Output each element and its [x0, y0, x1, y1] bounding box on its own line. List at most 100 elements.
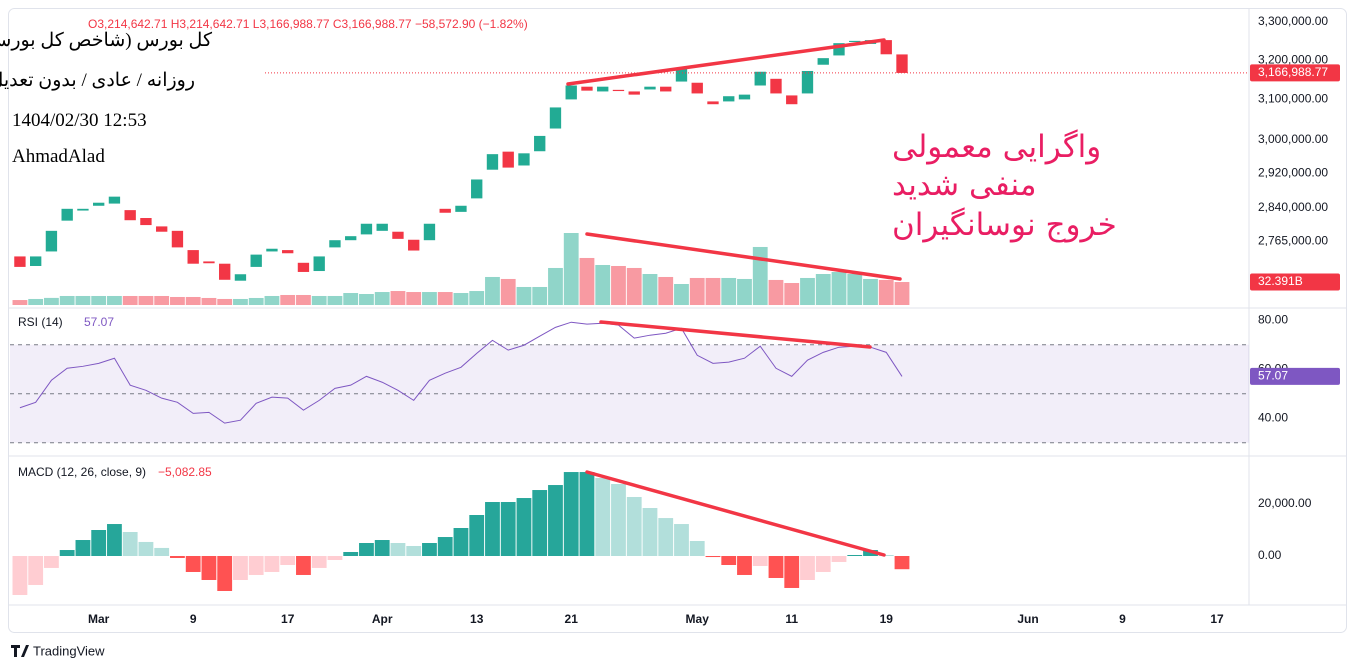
macd-bar: [217, 556, 233, 591]
y-tick-label: 2,765,000.00: [1258, 233, 1328, 247]
candle-body: [880, 40, 892, 55]
volume-bar: [737, 278, 752, 305]
x-tick-label: 11: [785, 612, 798, 626]
author: AhmadAlad: [12, 146, 105, 167]
volume-bar: [91, 295, 107, 305]
price-tag-label: 32.391B: [1258, 274, 1303, 288]
volume-bar: [548, 267, 563, 305]
volume-bar: [863, 278, 878, 305]
macd-bar: [422, 543, 437, 556]
footer-brand: TradingView: [33, 643, 105, 658]
candle-body: [313, 256, 325, 272]
volume-bar: [359, 294, 374, 305]
plot-layer: [10, 40, 1249, 595]
volume-divergence: [585, 232, 902, 281]
volume-bar: [831, 272, 847, 305]
candle-body: [833, 43, 845, 56]
price-tag-label: 3,166,988.77: [1258, 65, 1328, 79]
volume-bar: [185, 296, 201, 305]
y-tick-label: 2,840,000.00: [1258, 200, 1328, 214]
volume-bar: [878, 279, 894, 305]
macd-bar: [374, 540, 390, 556]
candle-body: [93, 202, 105, 206]
candle-body: [203, 261, 215, 264]
candle-body: [518, 153, 530, 166]
candle-body: [502, 151, 514, 168]
volume-bar: [217, 298, 233, 305]
candle-body: [644, 86, 656, 90]
macd-bar: [44, 556, 59, 568]
macd-bar: [500, 502, 516, 556]
price-tag: 32.391B: [1250, 273, 1340, 291]
candle-body: [250, 254, 262, 267]
annotation: واگرایی معمولی: [892, 129, 1102, 165]
x-tick-label: 17: [1210, 612, 1224, 626]
volume-bar: [705, 277, 721, 305]
macd-bar: [705, 556, 721, 558]
price-tag-label: 57.07: [1258, 369, 1288, 383]
volume-bar: [390, 291, 406, 305]
volume-bar: [248, 297, 264, 305]
candle-body: [61, 208, 73, 221]
volume-bar: [532, 286, 548, 305]
candle-body: [108, 196, 121, 204]
macd-bar: [516, 498, 532, 556]
annotation: منفی شدید: [892, 167, 1037, 203]
candle-body: [770, 78, 782, 94]
macd-bar: [579, 472, 595, 556]
candle-body: [675, 67, 688, 82]
volume-bar: [752, 246, 768, 305]
chart-frame: [8, 8, 1347, 633]
macd-bar: [563, 472, 579, 556]
price-tag-box: [1250, 64, 1340, 82]
volume-bar: [595, 264, 611, 305]
candle-body: [30, 256, 42, 266]
y-tick-label: 3,300,000.00: [1258, 14, 1328, 28]
macd-bar: [548, 485, 563, 556]
candle-body: [329, 240, 341, 248]
candle-body: [612, 89, 625, 92]
candle-body: [817, 58, 829, 65]
volume-bar: [768, 279, 784, 305]
candle-body: [597, 86, 609, 92]
volume-bar: [28, 298, 44, 305]
volume-bar: [800, 277, 815, 305]
x-tick-label: Jun: [1017, 612, 1038, 626]
candle-body: [754, 71, 766, 86]
title: کل بورس (شاخص کل بورس): [0, 30, 212, 51]
macd-bar: [390, 543, 406, 556]
y-tick-label: 3,100,000.00: [1258, 92, 1328, 106]
x-tick-label: Mar: [88, 612, 110, 626]
macd-bar: [12, 556, 28, 595]
volume-bar: [894, 282, 910, 305]
volume-bar: [469, 291, 485, 305]
macd-bar: [75, 540, 91, 556]
candle-body: [455, 205, 467, 212]
macd-bar: [437, 537, 453, 556]
volume-bar: [75, 295, 91, 305]
rsi-value: 57.07: [84, 315, 114, 329]
price-tag: 3,166,988.77: [1250, 64, 1340, 82]
macd-bar: [847, 555, 863, 556]
candle-body: [266, 248, 278, 252]
candle-body: [723, 96, 735, 102]
volume-bar: [626, 267, 642, 305]
candle-body: [171, 230, 184, 248]
macd-bar: [296, 556, 311, 575]
candle-body: [786, 95, 798, 105]
tv-logo: [11, 645, 29, 657]
volume-bar: [59, 295, 75, 305]
price-divergence: [566, 38, 886, 86]
candle-body: [345, 236, 357, 241]
candle-body: [849, 40, 861, 43]
x-tick-label: 17: [281, 612, 295, 626]
candle-body: [738, 94, 751, 100]
divergence-lines: [566, 38, 902, 557]
macd-legend: MACD (12, 26, close, 9): [18, 465, 146, 479]
volume-bar: [406, 292, 422, 305]
macd-bar: [138, 541, 154, 556]
macd-bar: [532, 490, 548, 556]
macd-bar: [894, 556, 910, 570]
candle-body: [534, 135, 546, 152]
macd-bar: [626, 496, 642, 556]
